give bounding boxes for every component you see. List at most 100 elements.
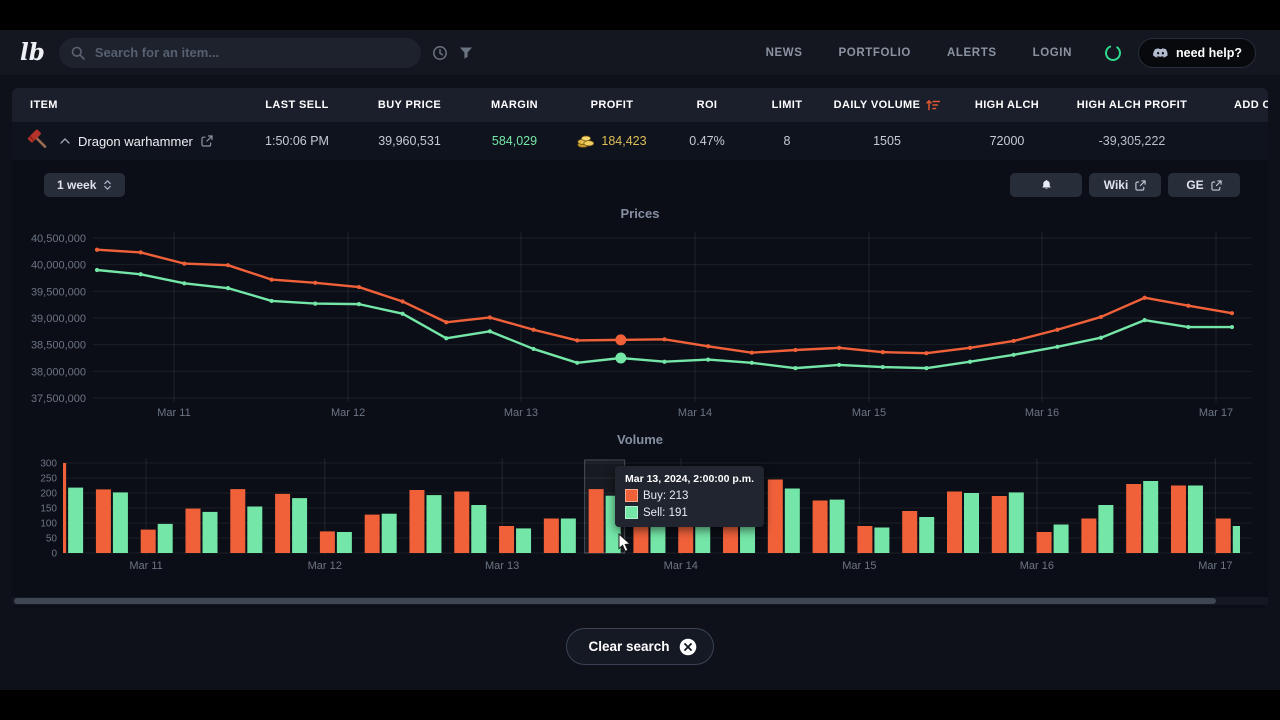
wiki-button[interactable]: Wiki (1089, 173, 1161, 197)
volume-chart[interactable]: 0 50 100 150 200 250 300 Mar 11 Mar 12 Mar 13 Mar … (12, 455, 1268, 575)
col-header-buy-price[interactable]: BUY PRICE (377, 99, 442, 111)
svg-text:Mar 16: Mar 16 (1025, 407, 1059, 419)
horizontal-scrollbar-track[interactable] (12, 597, 1268, 605)
clear-x-icon (679, 638, 696, 655)
col-header-item[interactable]: ITEM (30, 99, 58, 111)
external-link-icon[interactable] (201, 135, 213, 147)
clear-search-button[interactable]: Clear search (566, 628, 714, 665)
search-input[interactable] (92, 44, 409, 61)
cell-daily-volume: 1505 (873, 134, 901, 148)
select-arrows-icon (104, 180, 112, 190)
ge-external-link-icon (1211, 179, 1222, 191)
chart-tooltip: Mar 13, 2024, 2:00:00 p.m. Buy: 213 Sell… (615, 466, 764, 527)
col-header-last-sell[interactable]: LAST SELL (265, 99, 329, 111)
cell-last-sell: 1:50:06 PM (265, 134, 329, 148)
collapse-chevron-icon[interactable] (60, 138, 70, 144)
nav-link-login[interactable]: LOGIN (1032, 46, 1073, 59)
price-alert-bell-button[interactable] (1010, 173, 1082, 197)
tooltip-sell-row: Sell: 191 (625, 506, 754, 519)
table-row[interactable]: Dragon warhammer 1:50:06 PM 39,960,531 5… (12, 122, 1268, 160)
cell-high-alch: 72000 (989, 134, 1025, 148)
ge-label: GE (1186, 178, 1204, 192)
svg-text:38,000,000: 38,000,000 (31, 366, 86, 378)
prices-title: Prices (620, 206, 660, 221)
cell-high-alch-profit: -39,305,222 (1098, 134, 1166, 148)
history-icon[interactable] (432, 45, 448, 61)
need-help-label: need help? (1176, 45, 1242, 60)
svg-text:39,000,000: 39,000,000 (31, 313, 86, 325)
tooltip-title: Mar 13, 2024, 2:00:00 p.m. (625, 473, 754, 485)
cell-limit: 8 (783, 134, 791, 148)
svg-text:Mar 11: Mar 11 (129, 560, 162, 572)
col-header-limit[interactable]: LIMIT (771, 99, 803, 111)
nav-link-alerts[interactable]: ALERTS (946, 46, 997, 59)
svg-text:0: 0 (51, 549, 57, 560)
col-header-margin[interactable]: MARGIN (490, 99, 538, 111)
ge-button[interactable]: GE (1168, 173, 1240, 197)
svg-text:Mar 15: Mar 15 (852, 407, 886, 419)
top-navbar: lb NEWS PORTFOLIO ALERTS LOGIN (0, 30, 1280, 75)
daily-volume-label: DAILY VOLUME (833, 99, 921, 111)
status-ring-icon (1104, 44, 1122, 62)
nav-links: NEWS PORTFOLIO ALERTS LOGIN (766, 47, 1072, 59)
volume-chart-area: 0 50 100 150 200 250 300 Mar 11 Mar 12 Mar 13 Mar … (12, 455, 1268, 575)
sell-swatch (625, 506, 638, 519)
svg-text:300: 300 (40, 459, 57, 470)
footer-actions: Clear search (0, 628, 1280, 665)
svg-text:Mar 16: Mar 16 (1020, 560, 1054, 572)
coins-icon (577, 135, 595, 148)
item-name: Dragon warhammer (78, 133, 193, 149)
svg-text:37,500,000: 37,500,000 (31, 393, 86, 405)
svg-text:Mar 11: Mar 11 (157, 407, 190, 419)
buy-swatch (625, 489, 638, 502)
filter-icon[interactable] (459, 46, 473, 60)
mouse-cursor (618, 533, 632, 552)
wiki-external-link-icon (1135, 179, 1146, 191)
volume-title: Volume (617, 432, 663, 447)
discord-icon (1153, 47, 1168, 58)
svg-text:250: 250 (40, 474, 57, 485)
svg-text:Mar 17: Mar 17 (1199, 407, 1233, 419)
clear-search-label: Clear search (588, 639, 670, 654)
svg-text:40,500,000: 40,500,000 (31, 233, 86, 245)
nav-link-news[interactable]: NEWS (765, 46, 803, 59)
horizontal-scrollbar-thumb[interactable] (14, 598, 1216, 604)
cell-margin: 584,029 (491, 134, 538, 148)
col-header-profit[interactable]: PROFIT (590, 99, 634, 111)
cell-buy-price: 39,960,531 (378, 134, 441, 148)
item-icon-dragon-warhammer (27, 129, 47, 149)
timeframe-value: 1 week (57, 178, 97, 192)
nav-link-portfolio[interactable]: PORTFOLIO (838, 46, 911, 59)
svg-text:100: 100 (40, 519, 57, 530)
svg-text:200: 200 (40, 489, 57, 500)
svg-text:150: 150 (40, 504, 57, 515)
timeframe-select[interactable]: 1 week (44, 173, 126, 197)
svg-text:38,500,000: 38,500,000 (31, 340, 86, 352)
col-header-roi[interactable]: ROI (696, 99, 718, 111)
svg-text:Mar 13: Mar 13 (485, 560, 519, 572)
col-header-add[interactable]: ADD C (1234, 99, 1268, 111)
col-header-daily-volume[interactable]: DAILY VOLUME (822, 99, 952, 111)
search-icon (71, 46, 85, 60)
sort-desc-icon (926, 100, 941, 111)
need-help-button[interactable]: need help? (1138, 37, 1256, 68)
svg-text:Mar 14: Mar 14 (678, 407, 712, 419)
svg-text:50: 50 (46, 534, 58, 545)
col-header-high-alch[interactable]: HIGH ALCH (974, 99, 1040, 111)
prices-chart[interactable]: 37,500,000 38,000,000 38,500,000 39,000,000… (12, 228, 1268, 420)
profit-value: 184,423 (601, 134, 647, 148)
wiki-label: Wiki (1103, 178, 1129, 192)
bell-icon (1041, 179, 1051, 190)
item-panel: ITEM LAST SELL BUY PRICE MARGIN PROFIT R… (12, 88, 1268, 608)
tooltip-buy-row: Buy: 213 (625, 489, 754, 502)
search-bar[interactable] (58, 37, 421, 68)
col-header-high-alch-profit[interactable]: HIGH ALCH PROFIT (1076, 99, 1188, 111)
svg-text:Mar 17: Mar 17 (1198, 560, 1232, 572)
app-logo[interactable]: lb (20, 39, 45, 66)
svg-text:Mar 13: Mar 13 (504, 407, 538, 419)
svg-text:40,000,000: 40,000,000 (31, 260, 86, 272)
svg-text:Mar 15: Mar 15 (842, 560, 876, 572)
tooltip-buy-value: Buy: 213 (643, 489, 689, 502)
svg-text:Mar 12: Mar 12 (331, 407, 365, 419)
table-header: ITEM LAST SELL BUY PRICE MARGIN PROFIT R… (12, 88, 1268, 122)
